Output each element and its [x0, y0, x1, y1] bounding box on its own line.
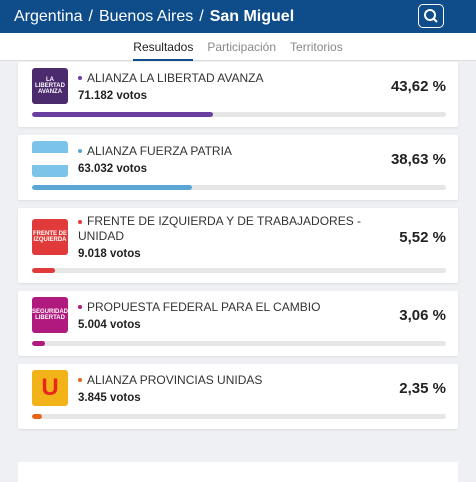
card: LA LIBERTAD AVANZA ALIANZA LA LIBERTAD AV…: [18, 62, 458, 127]
separator: /: [199, 7, 204, 25]
party-logo: [32, 141, 68, 177]
logo-text: U: [41, 374, 59, 401]
percent: 3,06 %: [399, 306, 446, 324]
party-logo: U: [32, 370, 68, 406]
party-name: ALIANZA LA LIBERTAD AVANZA: [87, 70, 264, 85]
party-name-row: ALIANZA FUERZA PATRIA: [78, 144, 366, 159]
votes: 63.032 votos: [78, 162, 148, 175]
row: ALIANZA FUERZA PATRIA 63.032 votos 38,63 %: [32, 141, 446, 177]
breadcrumb-item[interactable]: San Miguel: [209, 7, 295, 25]
tab[interactable]: Territorios: [290, 40, 343, 54]
party-name: FRENTE DE IZQUIERDA Y DE TRABAJADORES - …: [78, 214, 362, 243]
card: ALIANZA FUERZA PATRIA 63.032 votos 38,63 %: [18, 135, 458, 200]
party-name: ALIANZA PROVINCIAS UNIDAS: [87, 372, 263, 387]
dot: [78, 76, 82, 81]
percent: 38,63 %: [390, 150, 446, 168]
party-name-row: ALIANZA PROVINCIAS UNIDAS: [78, 373, 366, 388]
votes: 5.004 votos: [78, 318, 141, 331]
card: FRENTE DE IZQUIERDA FRENTE DE IZQUIERDA Y…: [18, 208, 458, 283]
bar-track: [32, 268, 446, 273]
party-logo: SEGURIDAD LIBERTAD: [32, 297, 68, 333]
votes: 3.845 votos: [78, 391, 141, 404]
search-icon: [424, 9, 438, 23]
tabs: Resultados Participación Territorios: [0, 33, 476, 61]
search-button[interactable]: [418, 4, 444, 28]
row: SEGURIDAD LIBERTAD PROPUESTA FEDERAL PARA…: [32, 297, 446, 333]
row: LA LIBERTAD AVANZA ALIANZA LA LIBERTAD AV…: [32, 68, 446, 104]
party-name-row: PROPUESTA FEDERAL PARA EL CAMBIO: [78, 300, 366, 315]
bar: [32, 414, 42, 419]
party-logo: FRENTE DE IZQUIERDA: [32, 219, 68, 255]
bar-track: [32, 341, 446, 346]
logo-text: LA LIBERTAD AVANZA: [35, 77, 65, 95]
bar: [32, 112, 213, 117]
party-info: ALIANZA LA LIBERTAD AVANZA 71.182 votos: [68, 71, 446, 102]
party-info: PROPUESTA FEDERAL PARA EL CAMBIO 5.004 vo…: [68, 300, 446, 331]
breadcrumb-item[interactable]: Argentina: [14, 7, 83, 25]
separator: /: [88, 7, 93, 25]
logo-text: SEGURIDAD LIBERTAD: [32, 309, 68, 321]
party-name: PROPUESTA FEDERAL PARA EL CAMBIO: [87, 299, 321, 314]
bar: [32, 185, 192, 190]
party-name-row: ALIANZA LA LIBERTAD AVANZA: [78, 71, 366, 86]
party-info: ALIANZA FUERZA PATRIA 63.032 votos: [68, 144, 446, 175]
party-info: ALIANZA PROVINCIAS UNIDAS 3.845 votos: [68, 373, 446, 404]
header: Argentina / Buenos Aires / San Miguel: [0, 0, 476, 33]
dot: [78, 219, 82, 224]
votes: 71.182 votos: [78, 89, 148, 102]
card: SEGURIDAD LIBERTAD PROPUESTA FEDERAL PARA…: [18, 291, 458, 356]
bar-track: [32, 112, 446, 117]
card: U ALIANZA PROVINCIAS UNIDAS 3.845 votos 2,3…: [18, 364, 458, 429]
party-name-row: FRENTE DE IZQUIERDA Y DE TRABAJADORES - …: [78, 214, 366, 244]
party-info: FRENTE DE IZQUIERDA Y DE TRABAJADORES - …: [68, 214, 446, 260]
percent: 43,62 %: [390, 77, 446, 95]
votes: 9.018 votos: [78, 248, 141, 260]
tab[interactable]: Resultados: [133, 33, 194, 61]
dot: [78, 305, 82, 310]
tab[interactable]: Participación: [207, 40, 277, 54]
bar: [32, 341, 45, 346]
dot: [78, 149, 82, 154]
row: FRENTE DE IZQUIERDA FRENTE DE IZQUIERDA Y…: [32, 214, 446, 260]
percent: 2,35 %: [399, 379, 446, 397]
bar-track: [32, 414, 446, 419]
results-list: LA LIBERTAD AVANZA ALIANZA LA LIBERTAD AV…: [18, 62, 458, 437]
logo-text: FRENTE DE IZQUIERDA: [32, 231, 67, 243]
breadcrumb-item[interactable]: Buenos Aires: [98, 7, 194, 25]
percent: 5,52 %: [399, 228, 446, 246]
party-logo: LA LIBERTAD AVANZA: [32, 68, 68, 104]
card: [18, 462, 458, 482]
row: U ALIANZA PROVINCIAS UNIDAS 3.845 votos 2,3…: [32, 370, 446, 406]
bar-track: [32, 185, 446, 190]
bar: [32, 268, 55, 273]
party-name: ALIANZA FUERZA PATRIA: [87, 143, 232, 158]
dot: [78, 378, 82, 383]
